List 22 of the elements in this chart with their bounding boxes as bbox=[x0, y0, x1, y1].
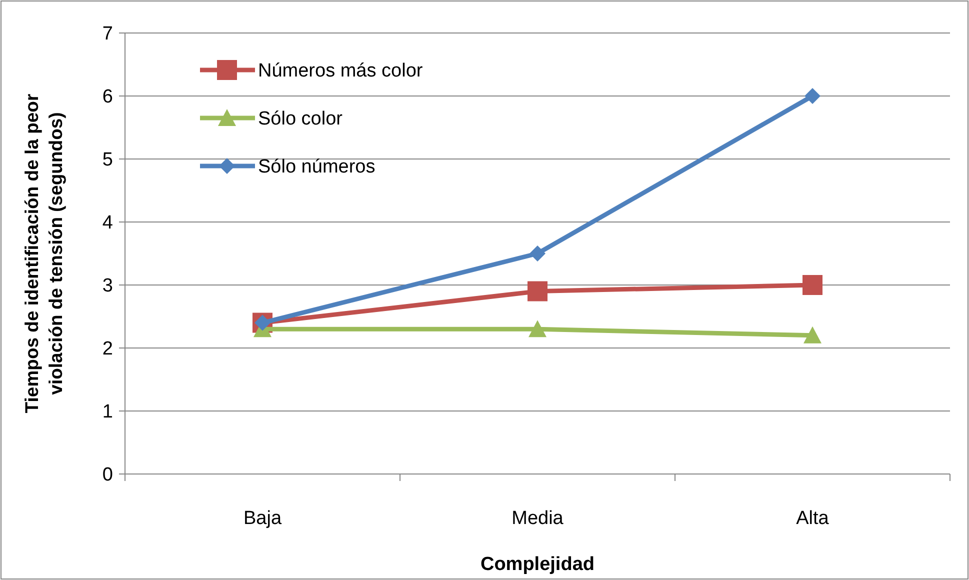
legend-label: Sólo color bbox=[258, 108, 344, 130]
x-axis-title: Complejidad bbox=[480, 554, 595, 575]
point bbox=[530, 246, 546, 262]
point bbox=[802, 275, 822, 295]
y-tick-label: 5 bbox=[102, 150, 113, 171]
x-tick-label: Alta bbox=[796, 508, 830, 529]
point bbox=[528, 320, 546, 338]
y-tick-label: 3 bbox=[102, 276, 113, 297]
y-tick-label: 7 bbox=[102, 24, 113, 45]
point bbox=[804, 326, 822, 344]
x-tick-label: Baja bbox=[243, 508, 282, 529]
point bbox=[528, 281, 548, 302]
point bbox=[804, 88, 820, 104]
y-axis-title: Tiempos de identificación de la peor violación de tensión (segundos) bbox=[21, 94, 66, 414]
legend-label: Sólo números bbox=[258, 156, 376, 178]
y-tick-label: 2 bbox=[102, 338, 113, 360]
y-tick-label: 6 bbox=[102, 86, 113, 108]
y-tick-label: 4 bbox=[102, 212, 114, 234]
y-tick-label: 1 bbox=[102, 402, 113, 423]
legend-label: Números más color bbox=[258, 60, 424, 82]
y-tick-label: 0 bbox=[102, 464, 113, 486]
x-tick-label: Media bbox=[512, 508, 564, 529]
